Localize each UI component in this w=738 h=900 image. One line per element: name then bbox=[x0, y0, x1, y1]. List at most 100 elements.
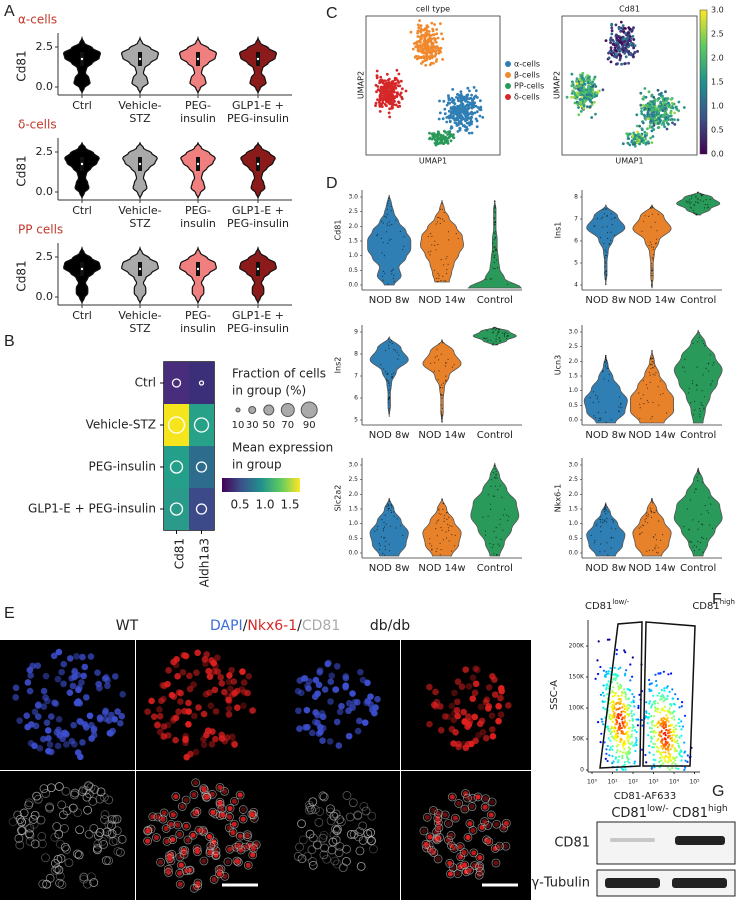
event bbox=[660, 731, 663, 734]
membrane bbox=[70, 790, 79, 800]
cell-point bbox=[639, 533, 641, 535]
cell-point bbox=[688, 201, 690, 203]
umap-point bbox=[673, 118, 676, 121]
event bbox=[645, 711, 648, 715]
cell-point bbox=[594, 539, 596, 542]
event bbox=[609, 667, 612, 670]
cell-point bbox=[493, 553, 495, 555]
cell-point bbox=[386, 213, 388, 215]
umap-point bbox=[447, 109, 451, 113]
membrane bbox=[83, 805, 93, 815]
event bbox=[686, 760, 689, 764]
umap-point bbox=[432, 61, 435, 65]
umap-point bbox=[649, 116, 652, 119]
nucleus bbox=[148, 697, 155, 705]
umap-point bbox=[432, 37, 436, 40]
cell-point bbox=[599, 551, 601, 553]
cell-point bbox=[441, 208, 443, 210]
nucleus bbox=[87, 653, 95, 660]
umap-point bbox=[633, 134, 637, 138]
umap-point bbox=[593, 75, 597, 79]
nucleus bbox=[164, 680, 171, 688]
nucleus bbox=[479, 728, 487, 736]
x-tick-label: PEG-insulin bbox=[227, 112, 289, 125]
membrane bbox=[451, 813, 460, 823]
event bbox=[619, 666, 622, 669]
umap-point bbox=[615, 56, 618, 59]
cell-point bbox=[646, 550, 648, 552]
event bbox=[676, 742, 680, 745]
umap-point bbox=[395, 94, 398, 98]
cell-point bbox=[436, 355, 438, 357]
umap-point bbox=[643, 87, 647, 90]
membrane bbox=[24, 798, 34, 808]
umap-point bbox=[452, 98, 456, 102]
event bbox=[648, 751, 651, 754]
gate-label-base: CD81 bbox=[585, 601, 612, 612]
cell-point bbox=[499, 340, 501, 342]
cell-point bbox=[710, 503, 712, 505]
umap-point bbox=[380, 78, 383, 82]
cell-point bbox=[484, 337, 486, 339]
umap-point bbox=[468, 101, 472, 105]
event bbox=[612, 673, 615, 676]
umap-point bbox=[385, 97, 389, 101]
membrane bbox=[460, 804, 470, 814]
cell-point bbox=[597, 411, 600, 414]
nucleus bbox=[150, 713, 158, 721]
gate-label-base: CD81 bbox=[692, 601, 719, 612]
nucleus bbox=[160, 695, 167, 703]
cell-point bbox=[608, 373, 610, 375]
event bbox=[630, 733, 633, 736]
umap-point bbox=[450, 110, 453, 114]
image-title: WT bbox=[116, 618, 139, 634]
umap-point bbox=[616, 44, 620, 48]
cell-point bbox=[605, 513, 607, 515]
nucleus bbox=[495, 717, 502, 725]
nucleus bbox=[319, 737, 326, 744]
event bbox=[613, 694, 617, 697]
heat-cell bbox=[164, 404, 189, 446]
micrograph bbox=[270, 771, 400, 900]
membrane bbox=[8, 817, 18, 827]
cell-point bbox=[610, 547, 612, 549]
umap-point bbox=[443, 112, 447, 116]
event bbox=[623, 747, 626, 750]
cell-point bbox=[442, 387, 444, 389]
membrane bbox=[188, 830, 198, 840]
membrane bbox=[189, 790, 199, 800]
event bbox=[670, 723, 674, 726]
umap-point bbox=[626, 36, 630, 39]
event bbox=[666, 710, 669, 713]
umap-point bbox=[621, 24, 625, 27]
umap-point bbox=[572, 95, 576, 99]
event bbox=[619, 700, 622, 703]
event bbox=[673, 718, 676, 721]
event bbox=[626, 760, 629, 763]
event bbox=[606, 744, 609, 748]
size-key bbox=[300, 401, 318, 419]
cell-point bbox=[443, 280, 445, 282]
umap-point bbox=[659, 100, 663, 104]
cell-point bbox=[651, 213, 653, 215]
nucleus bbox=[448, 702, 456, 710]
nucleus bbox=[36, 745, 44, 752]
cell-point bbox=[395, 350, 397, 352]
y-tick-label: 1.0 bbox=[568, 387, 578, 394]
event bbox=[655, 750, 659, 753]
cell-point bbox=[647, 401, 649, 403]
umap-point bbox=[431, 27, 435, 31]
membrane bbox=[82, 792, 92, 802]
nucleus bbox=[217, 784, 223, 791]
event bbox=[623, 674, 627, 677]
umap-point bbox=[608, 50, 612, 54]
membrane bbox=[358, 821, 368, 831]
umap-point bbox=[623, 51, 627, 55]
event bbox=[652, 694, 655, 697]
umap-point bbox=[416, 23, 420, 27]
event bbox=[650, 740, 653, 743]
event bbox=[666, 766, 669, 769]
event bbox=[626, 733, 629, 736]
cell-point bbox=[707, 512, 710, 514]
lane-label: CD81high bbox=[672, 804, 727, 821]
